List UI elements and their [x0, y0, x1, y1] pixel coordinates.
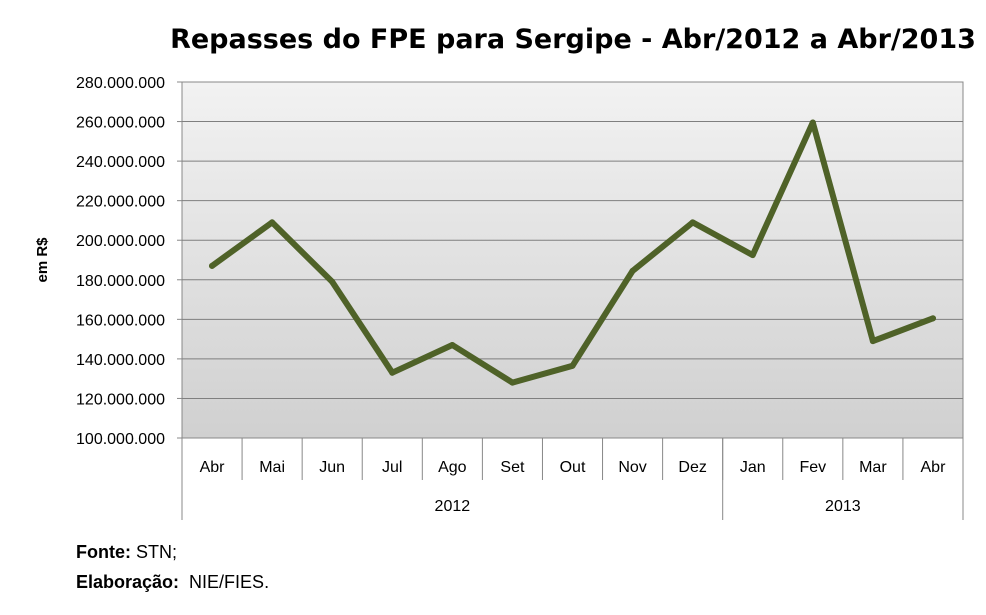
x-tick-label: Mai — [259, 459, 285, 476]
x-tick-label: Jul — [382, 459, 402, 476]
y-axis-label: em R$ — [34, 237, 51, 283]
data-point — [689, 219, 696, 226]
x-tick-label: Fev — [799, 459, 826, 476]
data-point — [569, 362, 576, 369]
y-tick-label: 140.000.000 — [76, 352, 165, 369]
elaboration-value: NIE/FIES. — [179, 572, 270, 592]
y-tick-label: 280.000.000 — [76, 75, 165, 92]
y-tick-label: 100.000.000 — [76, 431, 165, 448]
x-tick-label: Dez — [678, 459, 706, 476]
data-point — [929, 315, 936, 322]
source-line: Fonte: STN; — [76, 542, 177, 563]
data-point — [269, 219, 276, 226]
y-tick-label: 180.000.000 — [76, 273, 165, 290]
x-tick-label: Set — [500, 459, 525, 476]
data-point — [869, 338, 876, 345]
y-tick-label: 200.000.000 — [76, 233, 165, 250]
y-tick-label: 220.000.000 — [76, 194, 165, 211]
data-point — [629, 267, 636, 274]
x-tick-label: Out — [560, 459, 586, 476]
x-tick-label: Ago — [438, 459, 467, 476]
plot-area — [181, 81, 964, 439]
chart-title: Repasses do FPE para Sergipe - Abr/2012 … — [170, 24, 976, 55]
data-point — [209, 262, 216, 269]
data-point — [449, 342, 456, 349]
series-points — [209, 119, 936, 386]
y-axis-ticks: 100.000.000 120.000.000 140.000.000 160.000… — [76, 75, 182, 448]
elaboration-label: Elaboração: — [76, 572, 180, 592]
x-tick-label: Jun — [319, 459, 345, 476]
x-tick-label: Nov — [618, 459, 646, 476]
x-tick-label: Jan — [740, 459, 766, 476]
elaboration-line: Elaboração: NIE/FIES. — [76, 572, 269, 593]
data-point — [749, 252, 756, 259]
y-tick-label: 160.000.000 — [76, 312, 165, 329]
data-point — [329, 278, 336, 285]
data-point — [389, 369, 396, 376]
grid-lines — [182, 121, 963, 399]
x-tick-label: Mar — [859, 459, 887, 476]
source-value: STN; — [130, 542, 177, 562]
x-tick-label: Abr — [921, 459, 947, 476]
x-group-label: 2013 — [825, 498, 861, 515]
source-label: Fonte: — [76, 542, 131, 562]
x-tick-label: Abr — [200, 459, 226, 476]
y-tick-label: 240.000.000 — [76, 154, 165, 171]
data-point — [809, 119, 816, 126]
y-tick-label: 120.000.000 — [76, 391, 165, 408]
x-group-label: 2012 — [435, 498, 471, 515]
x-axis: Abr Mai Jun Jul Ago Set Out Nov Dez Jan Fev Mar Abr 2… — [181, 438, 964, 520]
y-tick-label: 260.000.000 — [76, 115, 165, 132]
data-point — [509, 379, 516, 386]
